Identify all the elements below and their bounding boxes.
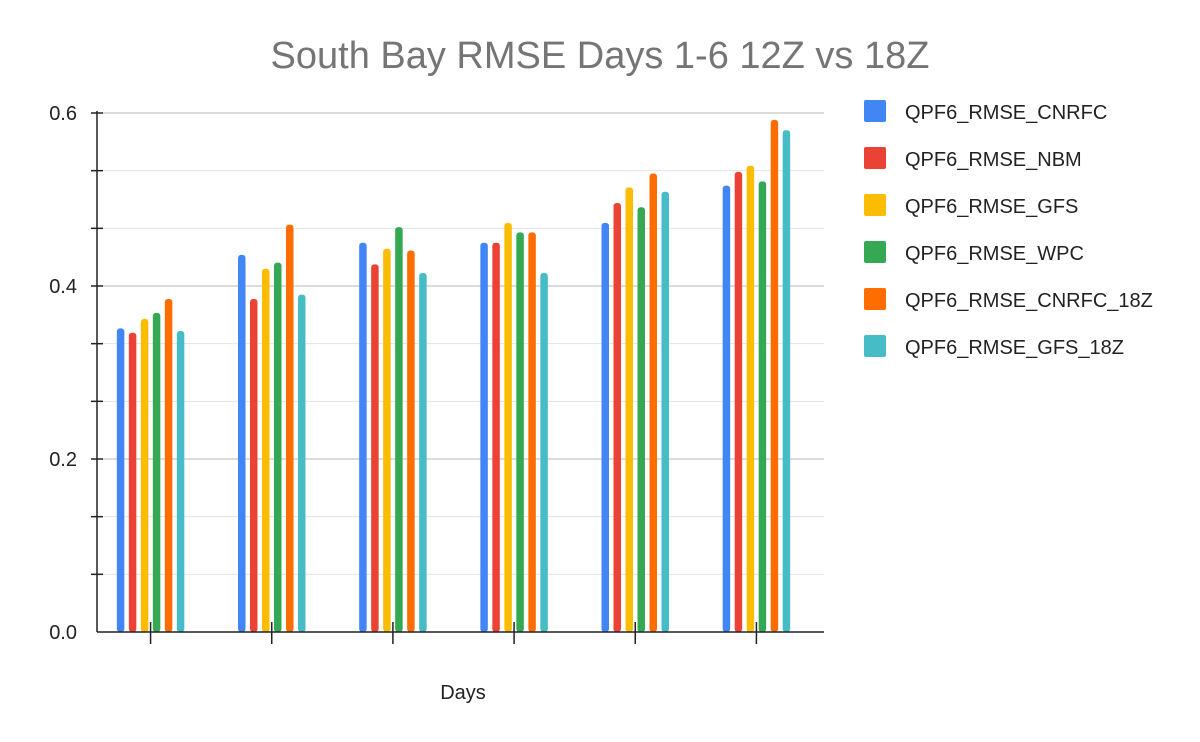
bar: [504, 222, 512, 633]
bar: [298, 294, 306, 632]
bar: [164, 298, 173, 632]
legend-swatch: [864, 147, 886, 169]
gridlines: [97, 112, 824, 575]
bar: [613, 202, 621, 632]
legend-swatch: [864, 194, 886, 216]
bar: [286, 224, 294, 632]
bar: [128, 332, 137, 632]
legend-label: QPF6_RMSE_NBM: [905, 149, 1082, 171]
bar: [383, 248, 391, 632]
legend-label: QPF6_RMSE_CNRFC: [905, 102, 1107, 124]
bar: [540, 273, 548, 632]
bar: [238, 254, 246, 633]
y-tick-labels: 0.0 0.2 0.4 0.6: [49, 103, 77, 644]
y-tick-label: 0.6: [49, 103, 77, 125]
bar: [359, 242, 367, 632]
bar: [637, 207, 645, 632]
bar: [746, 165, 755, 632]
legend: QPF6_RMSE_CNRFC QPF6_RMSE_NBM QPF6_RMSE_GF…: [864, 100, 1153, 359]
legend-label: QPF6_RMSE_GFS_18Z: [905, 337, 1124, 359]
bar: [492, 242, 500, 632]
bar: [516, 232, 524, 632]
bar: [782, 130, 791, 633]
legend-swatch: [864, 335, 886, 357]
bar: [625, 187, 633, 632]
bar: [262, 268, 270, 632]
bar: [528, 232, 536, 632]
bar: [758, 181, 767, 632]
legend-label: QPF6_RMSE_GFS: [905, 196, 1078, 218]
bar: [407, 250, 415, 632]
legend-swatch: [864, 100, 886, 122]
bar: [419, 273, 427, 632]
bar: [250, 298, 258, 632]
bar: [649, 173, 657, 633]
y-tick-label: 0.4: [49, 276, 77, 298]
bar: [734, 171, 743, 632]
bar: [722, 185, 731, 632]
bar: [770, 119, 779, 633]
chart-title: South Bay RMSE Days 1-6 12Z vs 18Z: [271, 35, 930, 77]
legend-swatch: [864, 288, 886, 310]
bar: [371, 264, 379, 632]
legend-swatch: [864, 241, 886, 263]
bars: [116, 119, 791, 633]
bar: [274, 262, 282, 632]
y-tick-label: 0.0: [49, 622, 77, 644]
legend-label: QPF6_RMSE_CNRFC_18Z: [905, 290, 1153, 312]
bar: [140, 318, 149, 632]
axes: [91, 111, 824, 644]
bar: [661, 191, 669, 632]
bar: [601, 222, 609, 633]
bar: [480, 242, 488, 632]
legend-label: QPF6_RMSE_WPC: [905, 243, 1084, 265]
bar: [176, 330, 185, 632]
bar: [152, 312, 161, 632]
bar: [395, 227, 403, 632]
y-tick-label: 0.2: [49, 449, 77, 471]
bar: [116, 328, 125, 632]
x-axis-title: Days: [440, 682, 486, 704]
